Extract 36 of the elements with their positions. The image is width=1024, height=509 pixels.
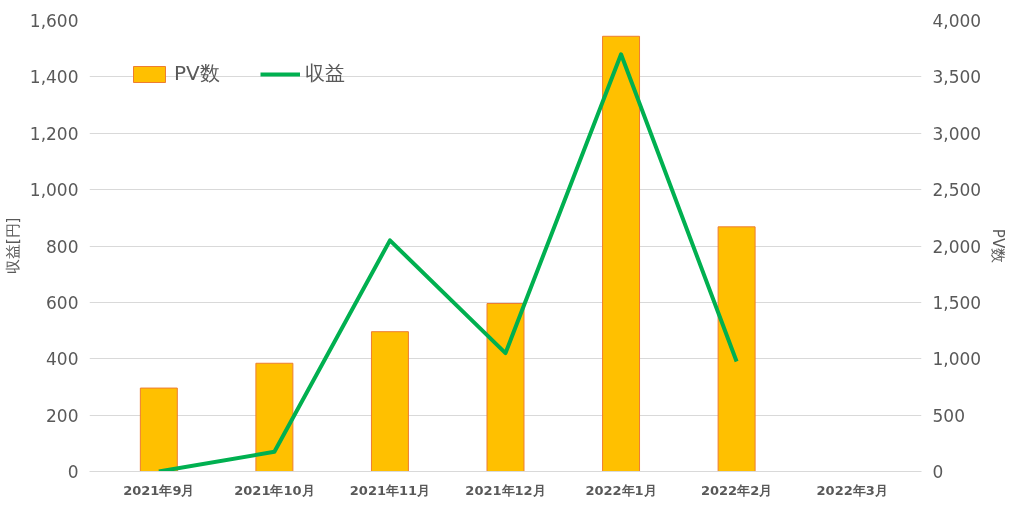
y2-tick-label: 1,500 — [932, 292, 982, 313]
line-series — [156, 52, 739, 472]
y2-tick-label: 2,500 — [932, 180, 982, 201]
y2-axis-title: PV数 — [989, 228, 1008, 264]
x-tick-label: 2021年10月 — [234, 482, 315, 498]
y-tick-label: 1,400 — [29, 67, 79, 88]
y2-tick-label: 2,000 — [932, 236, 982, 257]
y-tick-label: 1,000 — [29, 180, 79, 201]
y2-tick-label: 1,000 — [932, 349, 982, 370]
bar — [486, 303, 525, 472]
y-tick-label: 800 — [46, 236, 79, 257]
legend-label: PV数 — [174, 60, 220, 87]
x-tick-label: 2021年11月 — [349, 482, 431, 498]
y2-tick-label: 0 — [932, 462, 944, 482]
y2-tick-label: 4,000 — [932, 11, 982, 31]
legend-label: 収益 — [304, 60, 345, 87]
y-tick-label: 1,600 — [29, 11, 79, 31]
x-tick-label: 2021年12月 — [465, 482, 546, 498]
x-tick-label: 2021年9月 — [123, 482, 195, 498]
y-axis-title: 収益[円] — [3, 217, 22, 275]
bar — [602, 35, 641, 472]
x-tick-label: 2022年2月 — [701, 482, 773, 498]
x-tick-label: 2022年1月 — [585, 482, 657, 498]
y-tick-label: 200 — [46, 405, 79, 426]
y-tick-label: 1,200 — [29, 123, 79, 144]
bar — [370, 331, 409, 472]
y2-tick-label: 500 — [932, 405, 965, 426]
bar — [139, 387, 178, 472]
x-tick-label: 2022年3月 — [816, 482, 888, 498]
bar — [255, 362, 294, 472]
y2-tick-label: 3,000 — [932, 123, 982, 144]
bar — [717, 226, 756, 472]
y-tick-label: 600 — [46, 292, 79, 313]
y-tick-label: 0 — [67, 462, 79, 482]
y-tick-label: 400 — [46, 349, 79, 370]
y2-tick-label: 3,500 — [932, 67, 982, 88]
